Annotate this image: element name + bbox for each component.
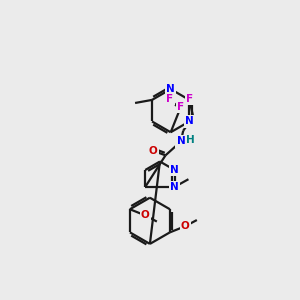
Text: O: O <box>181 221 190 231</box>
Text: N: N <box>166 84 175 94</box>
Text: H: H <box>186 135 194 145</box>
Text: O: O <box>149 146 158 156</box>
Text: N: N <box>170 182 179 192</box>
Text: N: N <box>170 165 179 175</box>
Text: F: F <box>186 94 194 104</box>
Text: O: O <box>141 210 150 220</box>
Text: F: F <box>167 94 173 104</box>
Text: N: N <box>176 136 185 146</box>
Text: N: N <box>185 116 194 127</box>
Text: F: F <box>177 102 184 112</box>
